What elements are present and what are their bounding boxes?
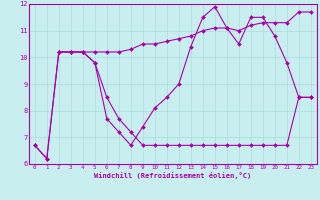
X-axis label: Windchill (Refroidissement éolien,°C): Windchill (Refroidissement éolien,°C) <box>94 172 252 179</box>
